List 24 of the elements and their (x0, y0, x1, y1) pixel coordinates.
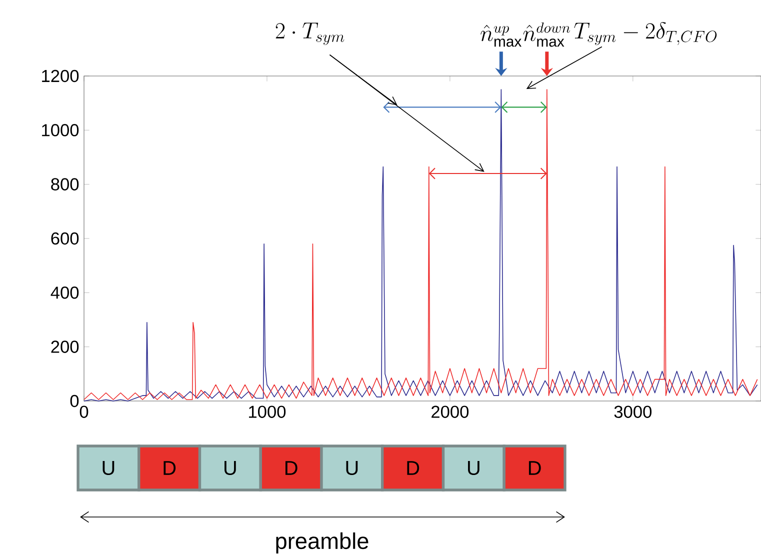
text: $T_{sym}-2\delta_{T,CFO}$ (574, 22, 717, 46)
text: U (346, 461, 358, 475)
y-tick-label: 600 (51, 232, 79, 245)
x-tick-label: 2000 (432, 406, 469, 418)
y-tick-label: 400 (50, 286, 79, 299)
y-tick-label: 1200 (42, 70, 79, 82)
y-tick-label: 200 (51, 340, 79, 353)
y-tick-label: 1000 (42, 124, 79, 136)
text: $\hat{n}_{\max}^{up}$ (480, 24, 522, 47)
text: $2\cdot T_{sym}$ (276, 22, 344, 46)
x-tick-label: 1000 (249, 406, 286, 418)
text: preamble (276, 532, 368, 554)
x-tick-label: 0 (80, 406, 88, 418)
text: U (224, 461, 236, 475)
text: U (102, 461, 114, 475)
text: U (468, 461, 480, 475)
y-tick-label: 0 (70, 394, 79, 408)
x-tick-label: 3000 (614, 406, 652, 418)
y-tick-label: 800 (51, 178, 79, 190)
text: D (407, 461, 420, 475)
text: D (285, 461, 298, 475)
text: D (528, 461, 541, 475)
text: D (164, 461, 176, 475)
text: $\hat{n}_{\max}^{down}$ (523, 22, 570, 47)
